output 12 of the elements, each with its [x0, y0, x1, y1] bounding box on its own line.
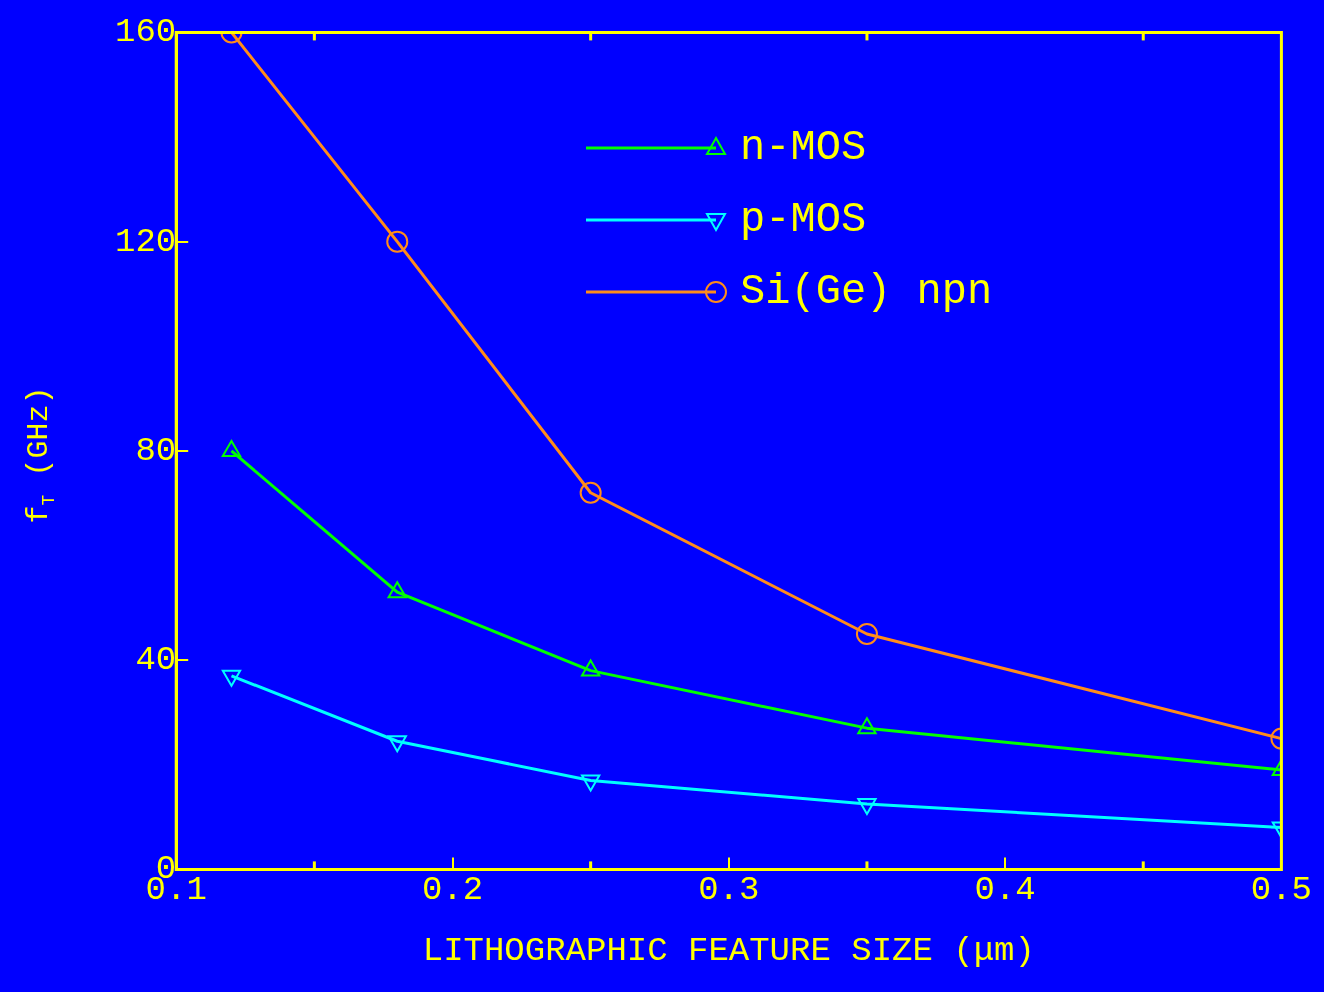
legend-label: p-MOS: [740, 196, 867, 245]
legend-label: Si(Ge) npn: [740, 268, 993, 317]
legend-label: n-MOS: [740, 124, 867, 173]
x-tick-label: 0.2: [421, 870, 484, 909]
y-tick-label: 120: [114, 222, 177, 261]
y-tick-label: 80: [135, 431, 177, 470]
x-axis-title: LITHOGRAPHIC FEATURE SIZE (μm): [422, 931, 1035, 970]
x-tick-label: 0.4: [974, 870, 1036, 909]
x-tick-label: 0.3: [698, 870, 760, 909]
y-tick-label: 40: [135, 641, 177, 680]
y-tick-label: 160: [114, 13, 177, 52]
x-tick-label: 0.5: [1250, 870, 1312, 909]
